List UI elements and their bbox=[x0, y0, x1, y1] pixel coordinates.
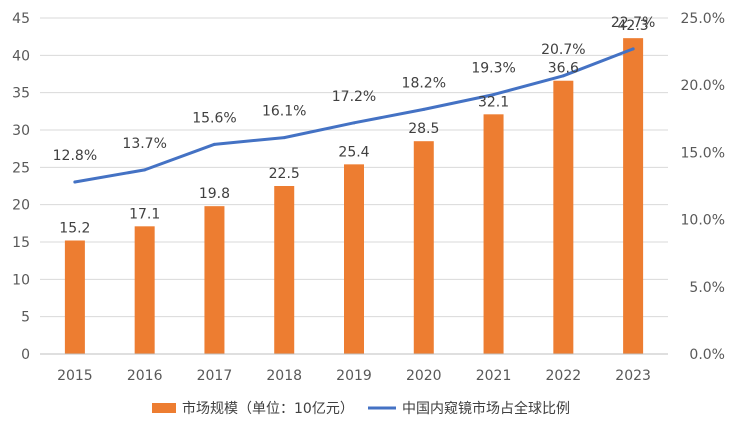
bar bbox=[134, 226, 155, 354]
y-left-tick-label: 45 bbox=[12, 11, 30, 27]
x-tick-label: 2018 bbox=[266, 368, 302, 384]
bar-data-label: 32.1 bbox=[478, 94, 509, 110]
y-right-tick-label: 25.0% bbox=[681, 11, 725, 27]
x-tick-label: 2017 bbox=[197, 368, 233, 384]
y-left-tick-label: 0 bbox=[21, 347, 30, 363]
bar-data-label: 25.4 bbox=[338, 144, 369, 160]
line-point bbox=[631, 47, 635, 51]
axes: 0 5 10 15 20 25 30 35 40 45 0.0% 5.0% 10.0% 15.0% 20.0… bbox=[12, 11, 725, 384]
bar-data-label: 19.8 bbox=[199, 186, 230, 202]
line-point bbox=[143, 168, 147, 172]
legend-line-label: 中国内窥镜市场占全球比例 bbox=[402, 400, 570, 417]
x-tick-label: 2020 bbox=[406, 368, 442, 384]
bar bbox=[553, 80, 574, 354]
line-series bbox=[73, 47, 635, 184]
bar-series bbox=[64, 38, 644, 354]
y-right-tick-label: 0.0% bbox=[689, 347, 725, 363]
y-left-tick-label: 35 bbox=[12, 86, 30, 102]
y-left-tick-label: 20 bbox=[12, 198, 30, 214]
bar bbox=[623, 38, 644, 354]
line-point bbox=[73, 180, 77, 184]
bar bbox=[204, 206, 225, 354]
y-left-tick-label: 40 bbox=[12, 48, 30, 64]
line-point bbox=[212, 142, 216, 146]
y-left-tick-label: 15 bbox=[12, 235, 30, 251]
bar-data-label: 22.5 bbox=[269, 166, 300, 182]
bar bbox=[483, 114, 504, 354]
bar-data-label: 17.1 bbox=[129, 206, 160, 222]
bar bbox=[64, 240, 85, 354]
bar bbox=[274, 186, 295, 354]
y-right-tick-label: 20.0% bbox=[681, 78, 725, 94]
y-right-tick-label: 5.0% bbox=[689, 280, 725, 296]
x-tick-label: 2021 bbox=[476, 368, 512, 384]
line-data-label: 20.7% bbox=[541, 42, 585, 58]
bar-data-label: 42.3 bbox=[618, 18, 649, 34]
y-right-tick-label: 15.0% bbox=[681, 145, 725, 161]
line-data-label: 16.1% bbox=[262, 104, 306, 120]
bar-data-label: 36.6 bbox=[548, 61, 579, 77]
line-point bbox=[352, 121, 356, 125]
y-left-tick-label: 5 bbox=[21, 310, 30, 326]
line-data-label: 17.2% bbox=[332, 89, 376, 105]
y-left-tick-label: 25 bbox=[12, 160, 30, 176]
line-point bbox=[282, 136, 286, 140]
line-data-label: 15.6% bbox=[192, 110, 236, 126]
line-data-label: 18.2% bbox=[402, 75, 446, 91]
y-left-tick-label: 10 bbox=[12, 272, 30, 288]
bar bbox=[413, 141, 434, 354]
legend: 市场规模（单位：10亿元） 中国内窥镜市场占全球比例 bbox=[152, 400, 570, 417]
line-point bbox=[492, 93, 496, 97]
x-tick-label: 2022 bbox=[546, 368, 582, 384]
line-data-label: 22.7% bbox=[611, 15, 655, 31]
y-left-tick-label: 30 bbox=[12, 123, 30, 139]
line-data-label: 12.8% bbox=[53, 148, 97, 164]
line-data-label: 13.7% bbox=[122, 136, 166, 152]
y-right-tick-label: 10.0% bbox=[681, 213, 725, 229]
line-data-label: 19.3% bbox=[471, 61, 515, 77]
line-point bbox=[422, 107, 426, 111]
x-tick-label: 2016 bbox=[127, 368, 163, 384]
x-tick-label: 2023 bbox=[615, 368, 651, 384]
line-point bbox=[561, 74, 565, 78]
x-tick-label: 2015 bbox=[57, 368, 93, 384]
bar bbox=[344, 164, 364, 354]
legend-bar-label: 市场规模（单位：10亿元） bbox=[182, 400, 354, 417]
bar-data-label: 28.5 bbox=[408, 121, 439, 137]
bar-data-label: 15.2 bbox=[59, 221, 90, 237]
x-tick-label: 2019 bbox=[336, 368, 372, 384]
legend-bar-swatch bbox=[152, 403, 176, 413]
data-labels: 15.2 17.1 19.8 22.5 25.4 28.5 32.1 36.6 42.3 12.8… bbox=[53, 15, 656, 237]
